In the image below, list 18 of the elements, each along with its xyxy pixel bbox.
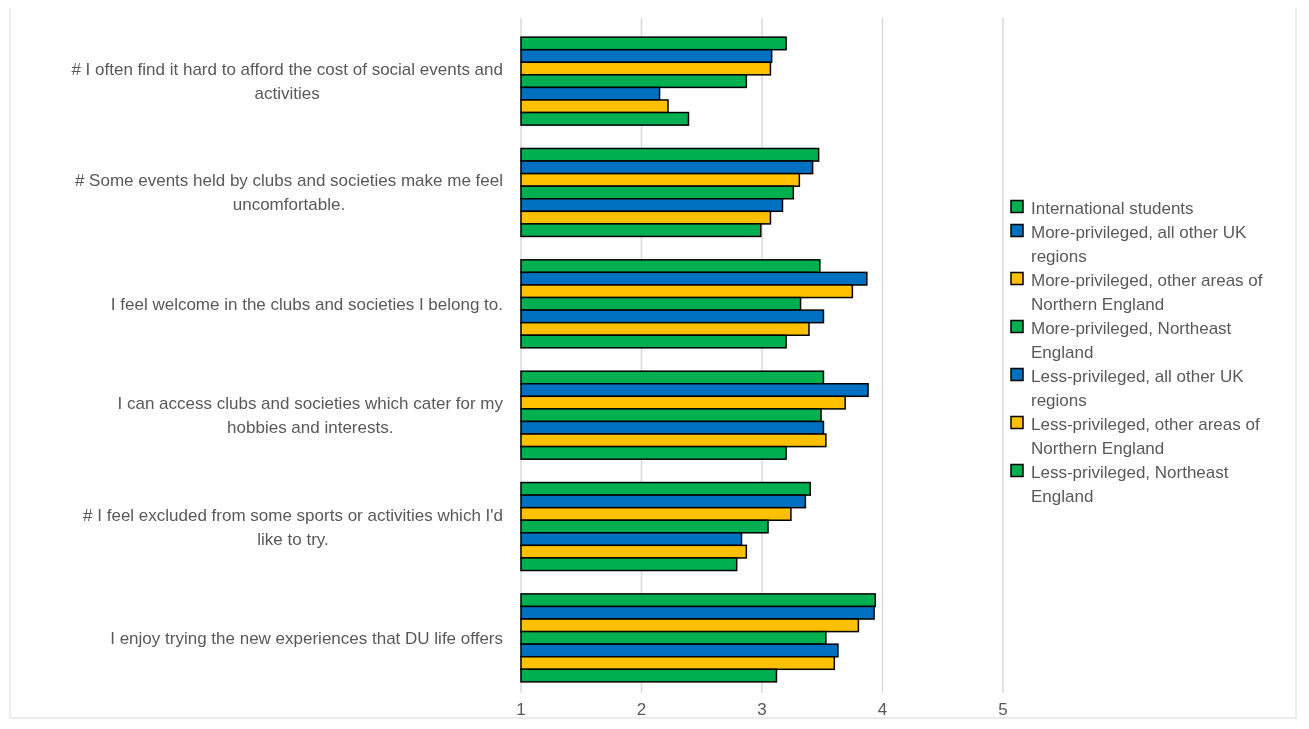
legend-label: Less-privileged, all other UK regions: [1031, 366, 1245, 410]
legend-label: International students: [1031, 198, 1194, 218]
x-tick-label: 2: [636, 700, 647, 719]
y-tick-label: I enjoy trying the new experiences that DU life offers: [110, 628, 503, 648]
y-tick-label: # I often find it hard to afford the cost of social events and activities: [71, 60, 504, 104]
legend-label: Less-privileged, Northeast England: [1031, 462, 1229, 506]
y-tick-label: # I feel excluded from some sports or activities which I'd like to try.: [83, 505, 503, 549]
legend-label: More-privileged, other areas of Northern England: [1031, 270, 1263, 314]
x-tick-label: 5: [998, 700, 1008, 719]
y-tick-label: I can access clubs and societies which cater for my hobbies and interests.: [117, 394, 504, 438]
legend-label: More-privileged, Northeast England: [1031, 318, 1232, 362]
x-tick-label: 4: [877, 700, 888, 719]
x-tick-label: 3: [757, 700, 767, 719]
legend-label: Less-privileged, other areas of Northern England: [1031, 414, 1260, 458]
x-tick-label: 1: [516, 700, 526, 719]
y-tick-label: # Some events held by clubs and societies make me feel uncomfortable.: [74, 171, 504, 215]
y-tick-label: I feel welcome in the clubs and societies I belong to.: [110, 294, 503, 314]
legend-label: More-privileged, all other UK regions: [1031, 222, 1248, 266]
